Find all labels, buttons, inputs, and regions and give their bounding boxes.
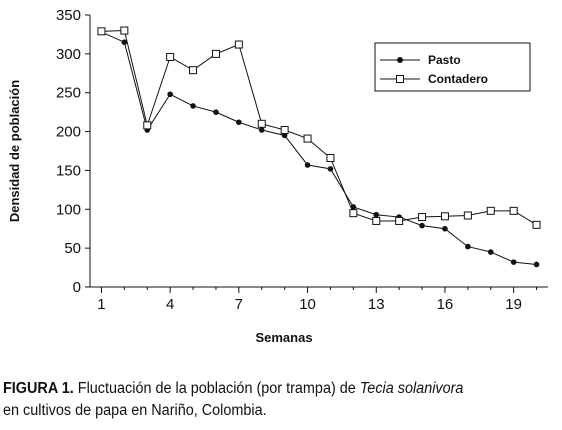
data-point-pasto (327, 166, 334, 172)
data-point-contadero (532, 220, 541, 229)
data-point-pasto (281, 132, 288, 139)
data-point-pasto (442, 225, 448, 232)
figure-caption: FIGURA 1. Fluctuación de la población (p… (3, 378, 520, 422)
species-name: Tecia solanivora (359, 380, 464, 397)
data-point-pasto (190, 103, 196, 109)
y-tick-label: 0 (73, 279, 81, 296)
legend-label-contadero: Contadero (428, 72, 488, 86)
x-tick-label: 13 (368, 296, 385, 313)
chart-axes (89, 15, 548, 288)
data-point-pasto (121, 39, 128, 45)
series-line-pasto (101, 31, 537, 265)
data-point-contadero (234, 40, 243, 49)
data-point-contadero (326, 153, 335, 162)
data-point-pasto (419, 222, 425, 229)
data-point-pasto (258, 127, 265, 133)
data-point-pasto (465, 243, 471, 250)
data-point-pasto (167, 91, 173, 98)
data-point-contadero (189, 66, 198, 75)
data-point-pasto (487, 249, 494, 255)
data-point-contadero (120, 26, 129, 35)
line-chart: 0 50 100 150 200 250 300 350 1 4 7 10 13 16 19 Semana… (7, 7, 548, 345)
data-point-pasto (236, 119, 242, 126)
y-tick-label: 250 (56, 85, 81, 102)
data-point-pasto (304, 162, 311, 168)
legend-item-contadero: Contadero (380, 72, 488, 86)
data-point-pasto (350, 204, 357, 210)
x-tick-label: 7 (235, 296, 243, 313)
legend-marker-pasto (397, 57, 403, 63)
legend-marker-contadero (396, 75, 404, 83)
legend: Pasto Contadero (374, 42, 531, 92)
data-point-contadero (372, 216, 381, 225)
y-axis-ticks: 0 50 100 150 200 250 300 350 (56, 7, 90, 296)
x-tick-label: 4 (166, 296, 174, 313)
y-tick-label: 50 (64, 240, 81, 257)
x-axis-title: Semanas (255, 330, 312, 345)
caption-line-1: FIGURA 1. Fluctuación de la población (p… (3, 378, 520, 400)
data-point-pasto (213, 109, 219, 115)
legend-item-pasto: Pasto (380, 53, 461, 67)
data-point-pasto (533, 261, 540, 268)
data-point-contadero (509, 206, 518, 215)
y-tick-label: 100 (56, 201, 81, 218)
data-point-contadero (211, 49, 220, 58)
x-tick-label: 19 (505, 296, 522, 313)
data-point-contadero (257, 119, 266, 128)
data-point-contadero (418, 213, 427, 222)
data-point-contadero (486, 206, 495, 215)
data-point-contadero (303, 134, 312, 143)
legend-label-pasto: Pasto (428, 53, 461, 67)
data-point-pasto (510, 259, 517, 265)
y-tick-label: 300 (56, 46, 81, 63)
x-axis-ticks: 1 4 7 10 13 16 19 (97, 287, 538, 313)
y-tick-label: 350 (56, 7, 81, 24)
data-point-contadero (97, 27, 106, 36)
data-point-contadero (280, 126, 289, 135)
data-point-contadero (395, 216, 404, 225)
y-tick-label: 150 (56, 162, 81, 179)
data-point-contadero (440, 212, 449, 221)
data-point-contadero (166, 52, 175, 61)
data-point-contadero (349, 209, 358, 218)
y-tick-label: 200 (56, 124, 81, 141)
x-tick-label: 10 (299, 296, 316, 313)
data-point-pasto (373, 211, 380, 218)
x-tick-label: 1 (97, 296, 105, 313)
plot-area (97, 26, 541, 268)
caption-line-2: en cultivos de papa en Nariño, Colombia. (3, 402, 267, 419)
caption-text: Fluctuación de la población (por trampa)… (73, 380, 360, 397)
figure-label: FIGURA 1. (3, 380, 74, 397)
y-axis-title: Densidad de población (7, 80, 22, 222)
data-point-contadero (463, 211, 472, 220)
data-point-contadero (143, 121, 152, 130)
x-tick-label: 16 (437, 296, 454, 313)
